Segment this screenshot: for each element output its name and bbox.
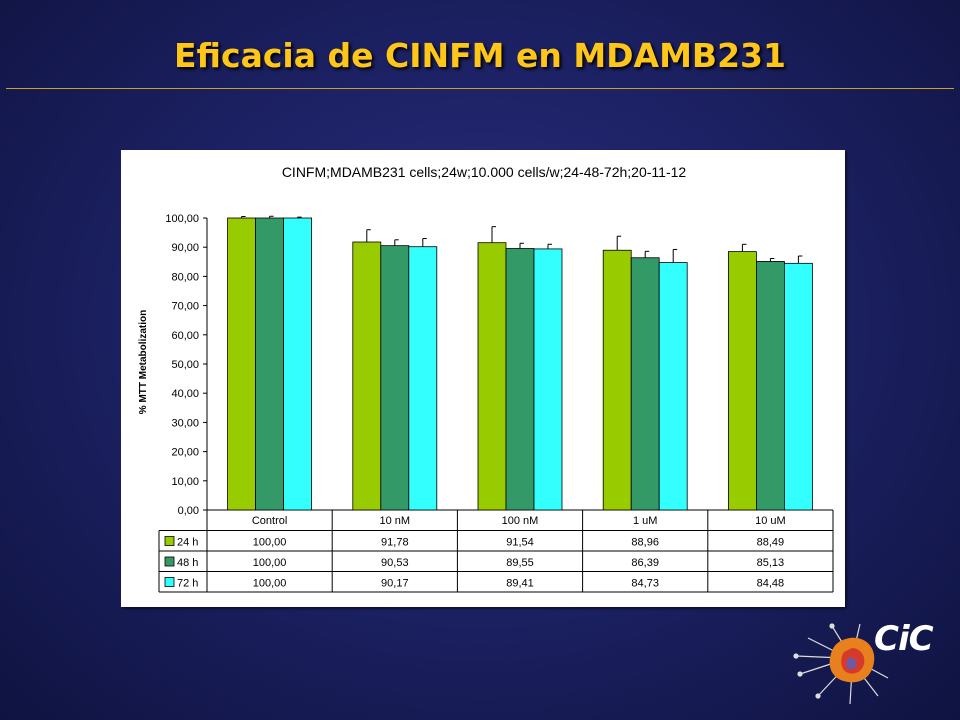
x-category-label: Control [252,515,287,527]
bar [505,248,535,511]
legend-label: 24 h [177,537,198,549]
y-tick-label: 40,00 [171,388,199,400]
slide-title: Eficacia de CINFM en MDAMB231 [174,36,786,75]
x-category-label: 100 nM [502,515,539,527]
bar [352,241,382,511]
table-value: 84,48 [757,578,785,590]
bar [380,245,410,511]
y-tick-label: 50,00 [171,359,199,371]
legend-label: 72 h [177,578,198,590]
x-category-label: 1 uM [633,515,657,527]
chart-title: CINFM;MDAMB231 cells;24w;10.000 cells/w;… [282,164,687,180]
legend-swatch [164,536,175,546]
legend-swatch [164,577,175,587]
bar [227,217,256,511]
y-tick-label: 30,00 [171,417,199,429]
y-tick-label: 20,00 [171,447,199,459]
data-table: Control 10 nM 100 nM 1 uM 10 uM 24 h 100,00 91,… [158,510,834,593]
table-value: 89,41 [506,578,534,590]
bar [477,242,507,511]
y-tick-label: 100,00 [165,213,199,225]
table-value: 84,73 [631,578,659,590]
table-value: 86,39 [631,557,659,569]
y-tick-label: 0,00 [178,505,199,517]
legend-swatch [164,556,175,567]
y-tick-label: 80,00 [171,271,199,283]
table-value: 88,96 [631,537,659,549]
y-axis-label: % MTT Metabolization [138,310,149,414]
bar [630,257,660,511]
plot-area: 0,00 10,00 20,00 30,00 40,00 50,00 60,00 70,00 8… [165,213,833,517]
legend-label: 48 h [177,557,198,569]
x-category-label: 10 uM [755,515,786,527]
x-category-label: 10 nM [380,515,411,527]
cic-logo-icon [793,623,889,705]
y-tick-label: 10,00 [171,476,199,488]
table-value: 100,00 [253,537,287,549]
y-tick-label: 60,00 [171,330,199,342]
table-value: 90,53 [381,557,409,569]
bar-chart: CINFM;MDAMB231 cells;24w;10.000 cells/w;… [138,164,834,593]
bar [283,217,313,511]
y-tick-label: 90,00 [171,242,199,254]
bar [756,261,785,511]
y-tick-label: 70,00 [171,301,199,313]
table-value: 91,54 [506,537,534,549]
bar [728,251,757,511]
bar [658,262,688,511]
table-value: 90,17 [381,578,409,590]
table-value: 85,13 [757,557,785,569]
bar [784,262,813,511]
table-value: 91,78 [381,537,409,549]
logo-text: CiC [874,619,934,659]
bar [602,249,632,511]
table-value: 88,49 [757,537,785,549]
bar [533,248,563,511]
table-value: 100,00 [253,557,287,569]
chart-frame: CINFM;MDAMB231 cells;24w;10.000 cells/w;… [121,150,845,607]
table-value: 100,00 [253,578,287,590]
bar [255,217,285,511]
table-value: 89,55 [506,557,534,569]
bar [408,246,438,511]
title-divider [6,88,954,89]
